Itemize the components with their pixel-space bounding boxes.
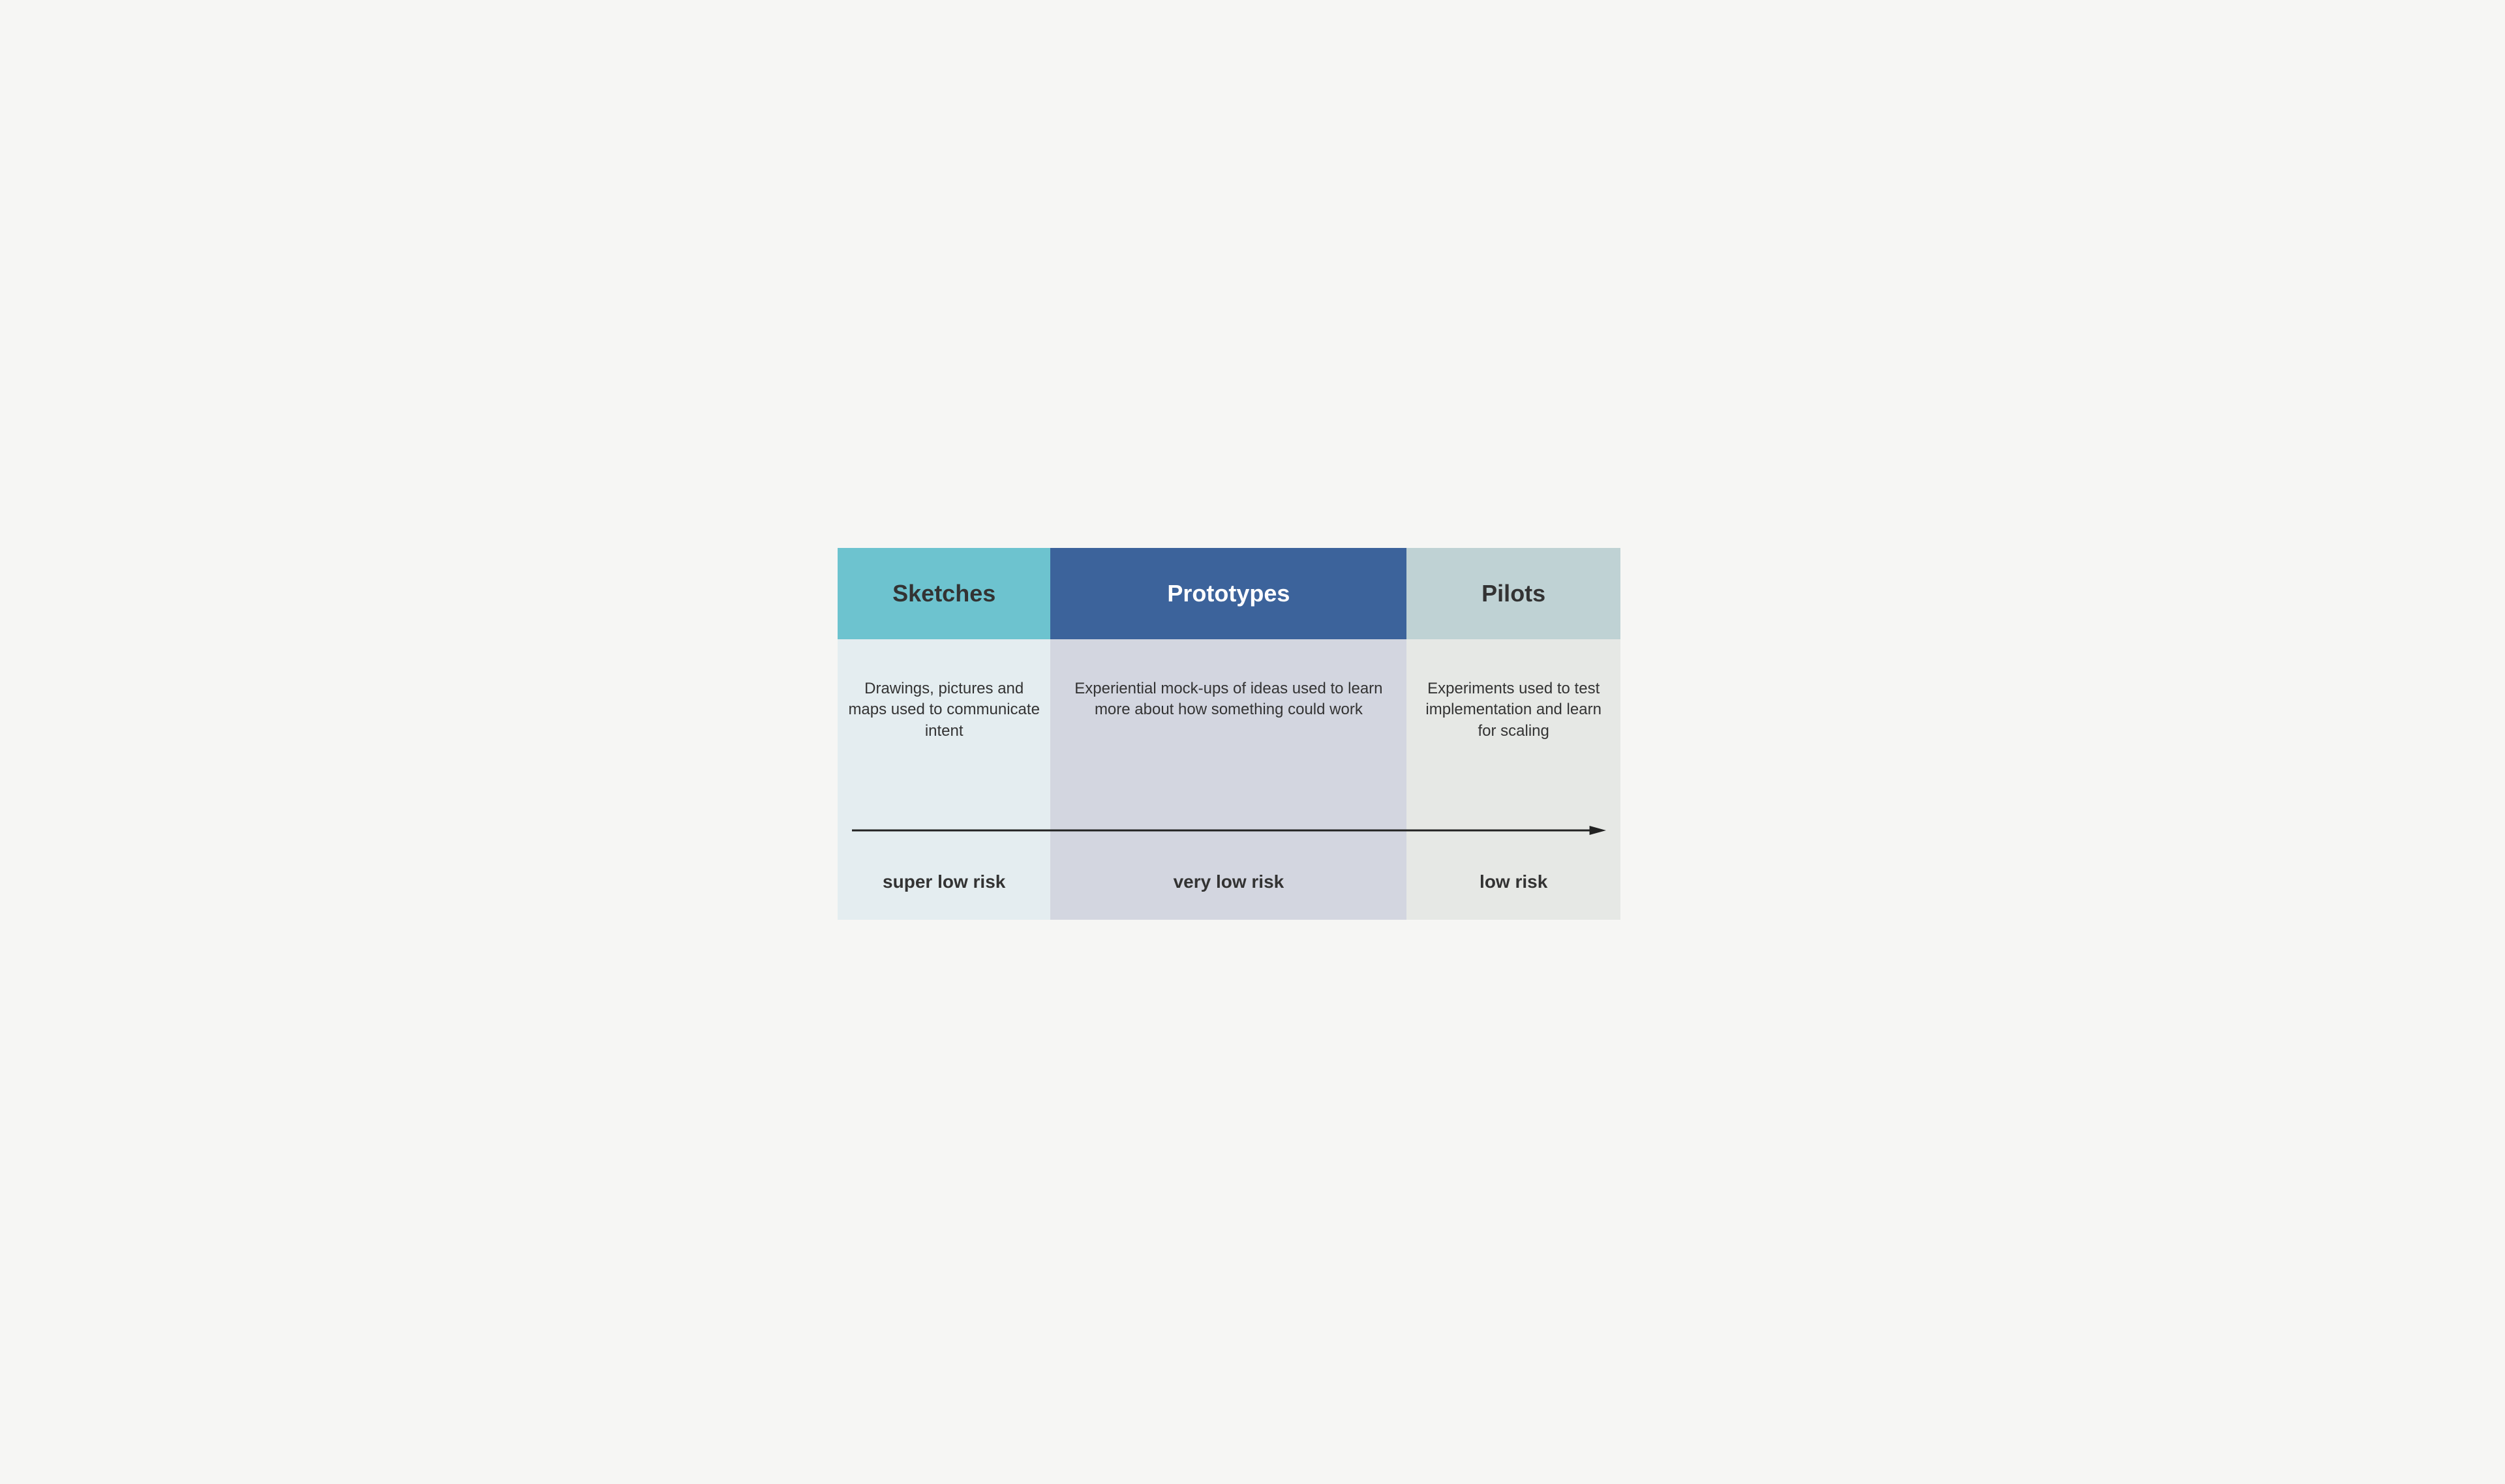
description-sketches: Drawings, pictures and maps used to comm… — [848, 678, 1040, 742]
body-cell-prototypes: Experiential mock-ups of ideas used to l… — [1050, 639, 1406, 920]
body-cell-sketches: Drawings, pictures and maps used to comm… — [838, 639, 1050, 920]
comparison-table: Sketches Prototypes Pilots Drawings, pic… — [838, 548, 1620, 920]
description-prototypes: Experiential mock-ups of ideas used to l… — [1069, 678, 1389, 721]
body-row: Drawings, pictures and maps used to comm… — [838, 639, 1620, 920]
diagram-canvas: Sketches Prototypes Pilots Drawings, pic… — [770, 456, 1735, 1028]
risk-label-sketches: super low risk — [838, 871, 1050, 892]
header-cell-pilots: Pilots — [1406, 548, 1620, 639]
risk-label-pilots: low risk — [1406, 871, 1620, 892]
header-row: Sketches Prototypes Pilots — [838, 548, 1620, 639]
header-cell-prototypes: Prototypes — [1050, 548, 1406, 639]
description-pilots: Experiments used to test implementation … — [1418, 678, 1610, 742]
body-cell-pilots: Experiments used to test implementation … — [1406, 639, 1620, 920]
risk-label-prototypes: very low risk — [1050, 871, 1406, 892]
header-cell-sketches: Sketches — [838, 548, 1050, 639]
